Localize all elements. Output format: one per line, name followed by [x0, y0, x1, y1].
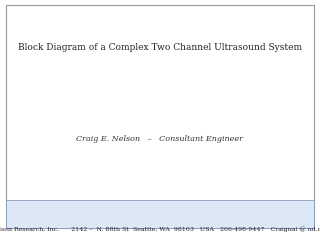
- Text: Block Diagram of a Complex Two Channel Ultrasound System: Block Diagram of a Complex Two Channel U…: [18, 43, 302, 53]
- Text: Craig E. Nelson   –   Consultant Engineer: Craig E. Nelson – Consultant Engineer: [76, 135, 244, 143]
- Text: Nelson Research, Inc.      2142 –  N. 88th St  Seattle, WA  98103   USA   206-49: Nelson Research, Inc. 2142 – N. 88th St …: [0, 226, 320, 232]
- Bar: [6, 200, 314, 228]
